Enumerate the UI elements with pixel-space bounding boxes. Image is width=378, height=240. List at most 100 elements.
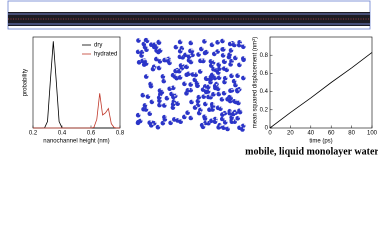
hydrogen <box>171 120 173 123</box>
hydrogen <box>187 64 189 67</box>
hydrogen <box>159 95 162 98</box>
hydrogen <box>189 71 191 74</box>
y-axis-label: probability <box>23 69 29 96</box>
hydrogen <box>192 48 195 51</box>
hydrogen <box>156 44 159 47</box>
hydrogen <box>198 102 201 105</box>
hydrogen <box>176 45 179 47</box>
hydrogen <box>203 124 206 127</box>
plot-frame <box>269 36 373 129</box>
hydrogen <box>214 92 216 94</box>
hydrogen <box>232 119 235 122</box>
hydrogen <box>232 73 234 76</box>
hydrogen <box>160 102 162 105</box>
hydrogen <box>160 88 163 91</box>
hydrogen <box>238 89 240 91</box>
simulation-snapshot <box>7 0 371 30</box>
hydrogen <box>159 40 162 42</box>
hydrogen <box>224 91 227 93</box>
hydrogen <box>218 49 220 52</box>
hydrogen <box>154 64 157 67</box>
hydrogen <box>173 102 176 104</box>
y-tick-label: 0.4 <box>260 89 269 95</box>
hydrogen <box>165 117 168 119</box>
hydrogen <box>157 56 159 59</box>
hydrogen <box>217 81 219 84</box>
hydrogen <box>211 63 214 66</box>
hydrogen <box>142 53 144 56</box>
hydrogen <box>199 52 201 55</box>
hydrogen <box>220 123 223 125</box>
hydrogen <box>215 117 218 120</box>
hydrogen <box>148 94 151 97</box>
molecule-snapshot <box>135 37 246 132</box>
data-line <box>269 52 373 129</box>
hydrogen <box>169 59 172 61</box>
hydrogen <box>146 74 149 77</box>
hydrogen <box>208 84 211 87</box>
hydrogen <box>220 66 222 69</box>
hydrogen <box>138 49 141 52</box>
hydrogen <box>204 58 206 61</box>
hydrogen <box>154 121 157 123</box>
hydrogen <box>181 63 184 66</box>
hydrogen <box>146 107 149 110</box>
x-tick-label: 60 <box>328 131 335 137</box>
hydrogen <box>203 87 206 90</box>
hydrogen <box>196 72 199 75</box>
hydrogen <box>172 91 174 94</box>
hydrogen <box>138 113 141 115</box>
hydrogen <box>212 72 215 75</box>
hydrogen <box>174 94 176 97</box>
figure: mobile, liquid monolayer water 0.2 0.4 0.6… <box>7 0 378 157</box>
hydrogen <box>189 54 192 57</box>
hydrogen <box>206 120 208 123</box>
hydrogen <box>231 62 233 64</box>
hydrogen <box>213 103 215 106</box>
hydrogen <box>227 67 230 70</box>
hydrogen <box>222 116 225 119</box>
hydrogen <box>207 50 209 52</box>
hydrogen <box>243 123 246 126</box>
hydrogen <box>188 110 190 113</box>
hydrogen <box>202 46 204 49</box>
hydrogen <box>162 90 165 92</box>
hydrogen <box>151 123 154 125</box>
hydrogen <box>205 114 207 117</box>
hydrogen <box>186 52 188 55</box>
hydrogen <box>146 61 149 64</box>
hydrogen <box>233 111 236 114</box>
hydrogen <box>209 94 211 97</box>
hydrogen <box>231 95 234 98</box>
hydrogen <box>169 56 171 59</box>
hydrogen <box>214 67 216 69</box>
hydrogen <box>225 120 228 122</box>
hydrogen <box>185 81 187 84</box>
hydrogen <box>235 109 238 112</box>
hydrogen <box>223 47 226 49</box>
hydrogen <box>199 110 202 113</box>
hydrogen <box>232 88 235 90</box>
hydrogen <box>201 107 203 110</box>
hydrogen <box>155 42 157 45</box>
hydrogen <box>180 39 183 42</box>
y-tick-label: 0 <box>265 126 269 132</box>
hydrogen <box>222 97 225 99</box>
hydrogen <box>243 127 245 129</box>
hydrogen <box>167 96 170 98</box>
x-tick-label: 0.4 <box>58 131 67 137</box>
hydrogen <box>191 59 194 62</box>
x-tick-label: 0.6 <box>87 131 96 137</box>
hydrogen <box>180 49 183 51</box>
hydrogen <box>223 112 225 115</box>
hydrogen <box>235 99 237 101</box>
hydrogen <box>205 39 207 41</box>
hydrogen <box>150 120 152 123</box>
hydrogen <box>239 108 242 111</box>
hydrogen <box>182 66 185 68</box>
data-line <box>33 93 120 129</box>
hydrogen <box>145 58 147 61</box>
hydrogen <box>179 69 182 71</box>
hydrogen <box>188 88 191 90</box>
hydrogen <box>234 79 237 81</box>
